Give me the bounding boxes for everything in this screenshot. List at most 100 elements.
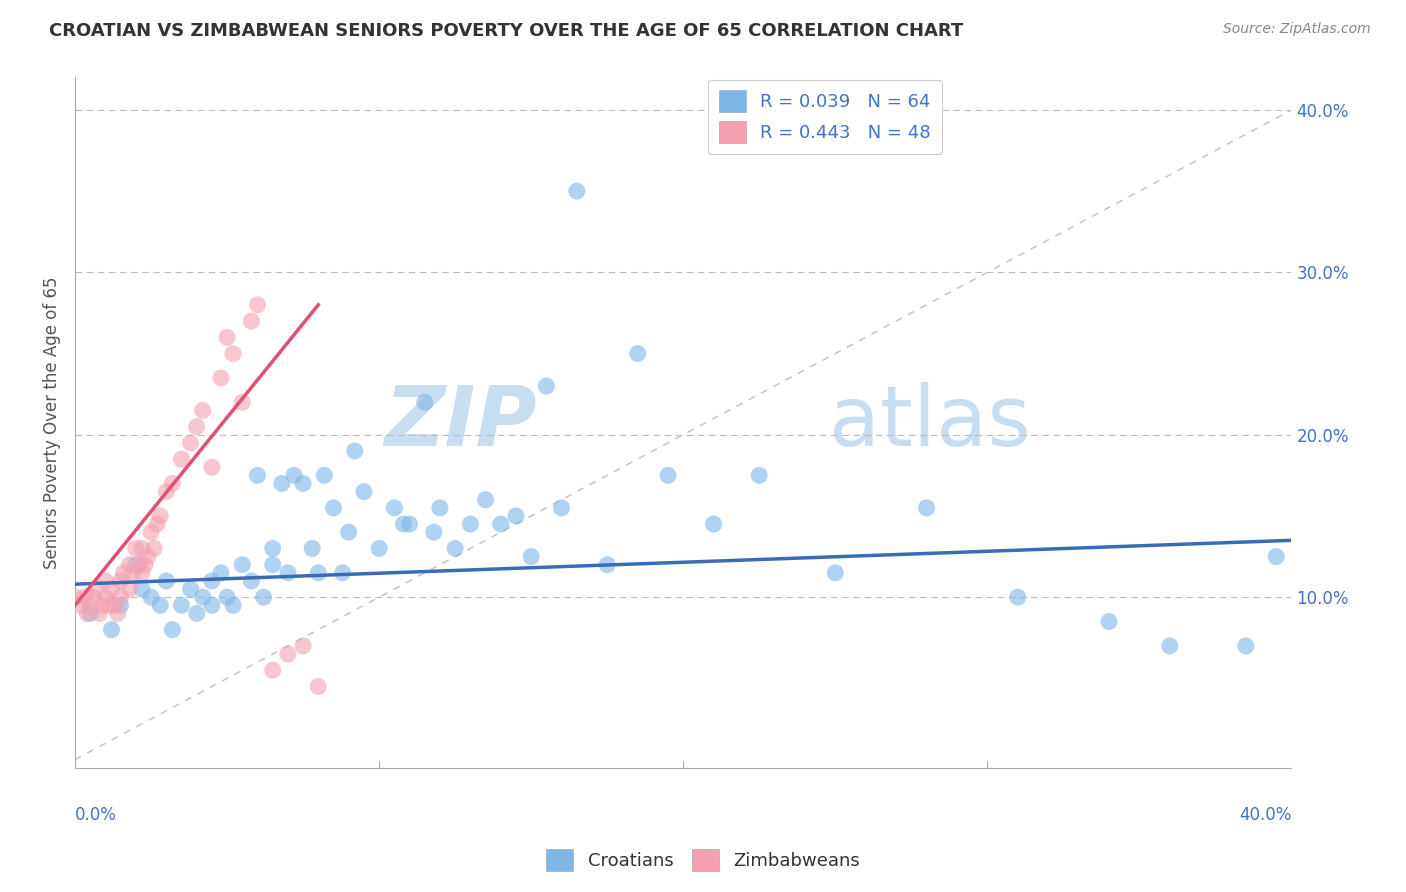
Point xyxy=(79,599,101,613)
Point xyxy=(136,549,159,564)
Point xyxy=(110,599,132,613)
Point xyxy=(915,500,938,515)
Point xyxy=(79,607,101,621)
Point xyxy=(337,525,360,540)
Point xyxy=(222,599,245,613)
Point xyxy=(343,444,366,458)
Point xyxy=(353,484,375,499)
Point xyxy=(125,558,148,572)
Point xyxy=(201,574,224,588)
Point xyxy=(131,582,153,596)
Point xyxy=(63,590,86,604)
Point xyxy=(180,582,202,596)
Point xyxy=(368,541,391,556)
Point xyxy=(82,590,104,604)
Legend: R = 0.039   N = 64, R = 0.443   N = 48: R = 0.039 N = 64, R = 0.443 N = 48 xyxy=(709,79,942,154)
Point xyxy=(283,468,305,483)
Point xyxy=(70,599,93,613)
Point xyxy=(505,508,527,523)
Point xyxy=(186,607,208,621)
Point xyxy=(277,647,299,661)
Point xyxy=(392,517,415,532)
Point xyxy=(1265,549,1288,564)
Point xyxy=(100,623,122,637)
Point xyxy=(520,549,543,564)
Point xyxy=(201,460,224,475)
Point xyxy=(301,541,323,556)
Point xyxy=(231,558,253,572)
Point xyxy=(270,476,292,491)
Point xyxy=(307,680,329,694)
Point xyxy=(121,566,143,580)
Point xyxy=(146,517,169,532)
Point xyxy=(191,403,214,417)
Point xyxy=(292,639,315,653)
Point xyxy=(565,184,588,198)
Point xyxy=(143,541,166,556)
Point xyxy=(474,492,496,507)
Point xyxy=(209,371,232,385)
Point xyxy=(231,395,253,409)
Point xyxy=(139,525,162,540)
Point xyxy=(626,346,648,360)
Point xyxy=(748,468,770,483)
Point xyxy=(1234,639,1257,653)
Point xyxy=(100,582,122,596)
Point xyxy=(215,590,238,604)
Point xyxy=(1098,615,1121,629)
Point xyxy=(84,582,107,596)
Point xyxy=(209,566,232,580)
Point xyxy=(262,558,284,572)
Point xyxy=(103,599,125,613)
Point xyxy=(460,517,482,532)
Point xyxy=(149,599,172,613)
Point xyxy=(94,574,117,588)
Point xyxy=(76,607,98,621)
Point xyxy=(155,574,177,588)
Point xyxy=(444,541,467,556)
Point xyxy=(107,607,129,621)
Point xyxy=(118,558,141,572)
Point xyxy=(1159,639,1181,653)
Point xyxy=(97,599,120,613)
Point xyxy=(322,500,344,515)
Point xyxy=(262,541,284,556)
Point xyxy=(186,419,208,434)
Point xyxy=(91,599,114,613)
Point xyxy=(429,500,451,515)
Point xyxy=(262,663,284,677)
Point xyxy=(703,517,725,532)
Point xyxy=(240,314,263,328)
Y-axis label: Seniors Poverty Over the Age of 65: Seniors Poverty Over the Age of 65 xyxy=(44,277,60,569)
Point xyxy=(657,468,679,483)
Text: 0.0%: 0.0% xyxy=(75,805,117,823)
Point xyxy=(824,566,846,580)
Point xyxy=(382,500,405,515)
Point xyxy=(292,476,315,491)
Point xyxy=(489,517,512,532)
Point xyxy=(1007,590,1029,604)
Point xyxy=(215,330,238,344)
Point xyxy=(170,452,193,467)
Point xyxy=(139,590,162,604)
Point xyxy=(131,541,153,556)
Text: CROATIAN VS ZIMBABWEAN SENIORS POVERTY OVER THE AGE OF 65 CORRELATION CHART: CROATIAN VS ZIMBABWEAN SENIORS POVERTY O… xyxy=(49,22,963,40)
Point xyxy=(332,566,354,580)
Point xyxy=(162,623,184,637)
Point xyxy=(307,566,329,580)
Point xyxy=(413,395,436,409)
Point xyxy=(246,468,269,483)
Text: atlas: atlas xyxy=(830,382,1031,463)
Point xyxy=(550,500,572,515)
Point xyxy=(246,298,269,312)
Text: Source: ZipAtlas.com: Source: ZipAtlas.com xyxy=(1223,22,1371,37)
Point xyxy=(134,558,156,572)
Point xyxy=(252,590,274,604)
Text: 40.0%: 40.0% xyxy=(1239,805,1292,823)
Point xyxy=(277,566,299,580)
Point xyxy=(73,590,96,604)
Point xyxy=(89,607,111,621)
Point xyxy=(596,558,619,572)
Legend: Croatians, Zimbabweans: Croatians, Zimbabweans xyxy=(538,842,868,879)
Point xyxy=(423,525,446,540)
